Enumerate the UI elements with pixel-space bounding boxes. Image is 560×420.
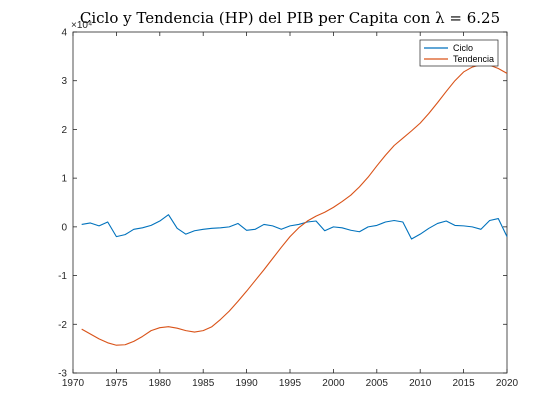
y-tick-label: -3	[58, 369, 67, 380]
x-tick-label: 1975	[105, 378, 128, 389]
y-tick-label: 1	[61, 174, 67, 185]
series-line-ciclo	[81, 214, 508, 240]
y-tick-label: 0	[61, 222, 67, 233]
x-tick-label: 2015	[452, 378, 475, 389]
x-tick-label: 2010	[409, 378, 432, 389]
y-tick-label: 3	[61, 76, 67, 87]
plot-area-box	[72, 31, 508, 374]
series-line-tendencia	[81, 64, 508, 346]
legend-box	[419, 39, 499, 67]
y-tick-label: -1	[58, 271, 67, 282]
x-tick-label: 2020	[496, 378, 519, 389]
y-tick-label: 4	[61, 28, 67, 39]
chart-title: Ciclo y Tendencia (HP) del PIB per Capit…	[80, 9, 500, 27]
x-tick-label: 1985	[192, 378, 215, 389]
y-tick-label: -2	[58, 320, 67, 331]
x-tick-label: 1970	[62, 378, 85, 389]
x-tick-label: 1995	[279, 378, 302, 389]
y-tick-label: 2	[61, 125, 67, 136]
x-tick-label: 1990	[235, 378, 258, 389]
legend-label-ciclo: Ciclo	[453, 43, 473, 53]
x-tick-label: 2005	[366, 378, 389, 389]
y-exponent-label: ×10⁴	[71, 20, 92, 31]
series-lines	[81, 64, 508, 346]
legend-label-tendencia: Tendencia	[453, 54, 494, 64]
axes: 1970 1975 1980 1985 1990 1995 2000 2005 2010 2015…	[58, 20, 518, 389]
x-tick-label: 1980	[149, 378, 172, 389]
x-tick-label: 2000	[322, 378, 345, 389]
